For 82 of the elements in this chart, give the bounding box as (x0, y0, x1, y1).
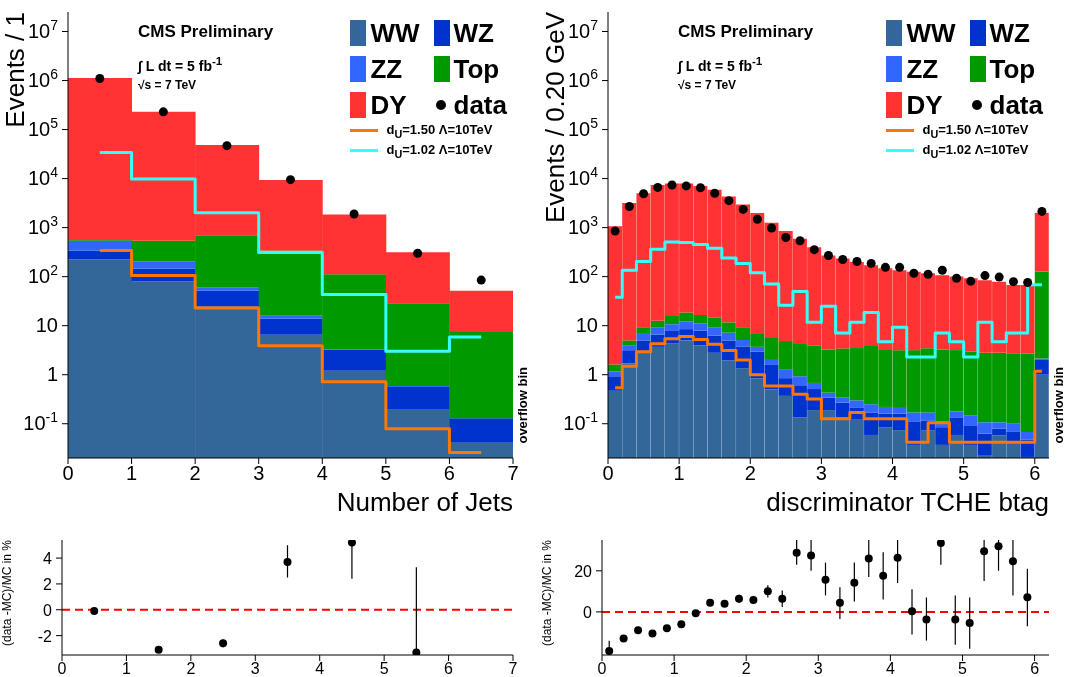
y-tick-label: 0 (583, 603, 593, 621)
x-tick-label: 6 (1030, 660, 1040, 677)
legend-label: d$_{U}$=1.50 Λ=10TeV (922, 122, 1029, 140)
y-tick-label: 20 (574, 562, 593, 580)
x-tick-label: 4 (315, 660, 325, 677)
text: overflow bin (1051, 367, 1066, 444)
legend-label: WZ (453, 18, 494, 48)
y-tick-label: 10$^{4}$ (27, 163, 59, 189)
legend-label: DY (906, 90, 943, 120)
y-axis-title: Events / 1 (0, 12, 30, 128)
x-tick-label: 5 (958, 462, 970, 485)
text: overflow bin (515, 367, 530, 444)
legend-label: data (453, 90, 507, 120)
x-tick-label: 1 (121, 660, 131, 677)
y-tick-label: 1 (586, 362, 598, 385)
x-tick-label: 4 (316, 462, 328, 485)
x-tick-label: 3 (250, 660, 260, 677)
x-axis-title: Number of Jets (336, 487, 513, 518)
x-tick-label: 4 (885, 660, 895, 677)
y-axis-title: (data -MC)/MC in % (0, 540, 14, 647)
x-tick-label: 7 (507, 462, 519, 485)
y-tick-label: 10$^{4}$ (567, 163, 599, 189)
x-tick-label: 5 (958, 660, 968, 677)
y-tick-label: 10$^{3}$ (27, 212, 59, 238)
y-tick-label: 2 (43, 575, 53, 593)
legend-label: DY (370, 90, 407, 120)
x-tick-label: 3 (253, 462, 265, 485)
legend-label: Top (989, 54, 1036, 84)
x-tick-label: 6 (444, 660, 454, 677)
y-tick-label: 10$^{3}$ (567, 212, 599, 238)
y-tick-label: 10$^{7}$ (27, 16, 59, 42)
y-tick-label: 0 (43, 601, 53, 619)
y-tick-label: 10 (575, 313, 598, 336)
x-axis-title: discriminator TCHE btag (766, 487, 1049, 518)
x-tick-label: 0 (602, 462, 614, 485)
x-tick-label: 2 (741, 660, 751, 677)
annotation: CMS Preliminary (678, 22, 814, 42)
x-tick-label: 5 (380, 462, 392, 485)
x-tick-label: 6 (1029, 462, 1041, 485)
y-tick-label: 10$^{-1}$ (563, 408, 599, 434)
y-tick-label: 4 (43, 550, 53, 568)
y-axis-title: Events / 0.20 GeV (540, 12, 570, 223)
y-tick-label: 10$^{7}$ (567, 16, 599, 42)
x-tick-label: 0 (62, 462, 74, 485)
legend-label: WW (906, 18, 956, 48)
x-tick-label: 1 (673, 462, 685, 485)
x-tick-label: 4 (886, 462, 899, 485)
x-tick-label: 7 (508, 660, 518, 677)
y-tick-label: 1 (46, 362, 58, 385)
x-tick-label: 3 (813, 660, 823, 677)
annotation: ∫ L dt = 5 fb$^{-1}$ (138, 54, 223, 74)
annotation: √s = 7 TeV (138, 78, 197, 92)
y-tick-label: 10$^{5}$ (27, 114, 59, 140)
x-tick-label: 2 (189, 462, 201, 485)
x-tick-label: 5 (379, 660, 389, 677)
x-tick-label: 2 (186, 660, 196, 677)
y-tick-label: 10$^{6}$ (567, 65, 599, 91)
y-tick-label: 10$^{6}$ (27, 65, 59, 91)
y-tick-label: 10$^{2}$ (567, 261, 599, 287)
y-tick-label: 10$^{5}$ (567, 114, 599, 140)
x-tick-label: 6 (443, 462, 455, 485)
x-tick-label: 1 (126, 462, 138, 485)
y-tick-label: 10$^{-1}$ (23, 408, 59, 434)
legend-label: d$_{U}$=1.02 Λ=10TeV (922, 141, 1029, 160)
annotation: ∫ L dt = 5 fb$^{-1}$ (678, 54, 763, 74)
annotation: √s = 7 TeV (678, 78, 737, 92)
annotation: CMS Preliminary (138, 22, 274, 42)
legend-label: d$_{U}$=1.02 Λ=10TeV (386, 141, 493, 160)
legend-label: ZZ (370, 54, 403, 84)
x-tick-label: 1 (669, 660, 679, 677)
legend-label: d$_{U}$=1.50 Λ=10TeV (386, 122, 493, 140)
legend-label: data (989, 90, 1043, 120)
legend-label: WW (370, 18, 420, 48)
x-tick-label: 3 (815, 462, 827, 485)
legend-label: ZZ (906, 54, 939, 84)
y-axis-title: (data -MC)/MC in % (540, 540, 554, 647)
legend-label: WZ (989, 18, 1030, 48)
y-tick-label: 10$^{2}$ (27, 261, 59, 287)
y-tick-label: -2 (37, 627, 53, 645)
x-tick-label: 2 (744, 462, 756, 485)
y-tick-label: 10 (35, 313, 58, 336)
legend-label: Top (453, 54, 500, 84)
